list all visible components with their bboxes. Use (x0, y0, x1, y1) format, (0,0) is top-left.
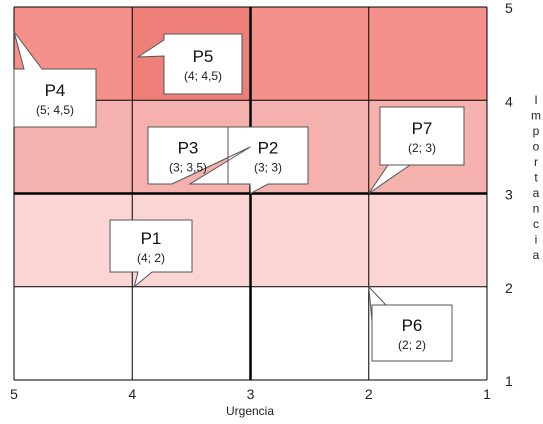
y-label-letter-5: t (534, 171, 538, 185)
callout-p6: P6 (2; 2) (368, 285, 453, 362)
callout-p1: P1 (4; 2) (109, 219, 193, 289)
callout-p7-name: P7 (412, 119, 433, 138)
callout-p5: P5 (4; 4,5) (136, 33, 243, 95)
callout-p2-coords: (3; 3) (254, 161, 282, 175)
y-tick-3: 3 (505, 187, 513, 203)
y-label-letter-1: m (531, 109, 541, 123)
callout-p3: P3 (3; 3,5) (147, 126, 251, 185)
callout-p2: P2 (3; 3) (227, 126, 309, 195)
callout-p6-coords: (2; 2) (398, 338, 426, 352)
x-tick-4: 4 (128, 386, 136, 402)
x-tick-5: 5 (10, 386, 18, 402)
y-label-letter-0: I (534, 93, 537, 107)
callout-p5-coords: (4; 4,5) (184, 69, 222, 83)
callout-p3-name: P3 (178, 139, 199, 158)
callout-p1-name: P1 (141, 229, 162, 248)
y-tick-1: 1 (505, 373, 513, 389)
x-tick-2: 2 (365, 386, 373, 402)
y-label-letter-6: a (533, 186, 540, 200)
y-label-letter-2: p (533, 124, 540, 138)
callout-p5-name: P5 (193, 47, 214, 66)
y-label-letter-9: i (535, 233, 538, 247)
y-tick-5: 5 (505, 0, 513, 16)
x-tick-3: 3 (247, 386, 255, 402)
y-label-letter-10: a (533, 248, 540, 262)
y-tick-2: 2 (505, 280, 513, 296)
y-label-letter-3: o (533, 140, 540, 154)
callout-p1-coords: (4; 2) (137, 251, 165, 265)
x-axis-label: Urgencia (226, 404, 274, 418)
callout-p7-coords: (2; 3) (408, 141, 436, 155)
y-label-letter-8: c (533, 217, 539, 231)
callout-p2-name: P2 (258, 139, 279, 158)
callout-p4: P4 (5; 4,5) (13, 31, 97, 128)
x-tick-1: 1 (483, 386, 491, 402)
callout-p4-coords: (5; 4,5) (36, 103, 74, 117)
y-label-letter-4: r (534, 155, 538, 169)
y-tick-4: 4 (505, 93, 513, 109)
y-label-letter-7: n (533, 202, 540, 216)
callout-p6-name: P6 (402, 316, 423, 335)
callout-p7: P7 (2; 3) (368, 106, 465, 194)
callout-p3-coords: (3; 3,5) (169, 161, 207, 175)
callout-p4-name: P4 (45, 81, 66, 100)
